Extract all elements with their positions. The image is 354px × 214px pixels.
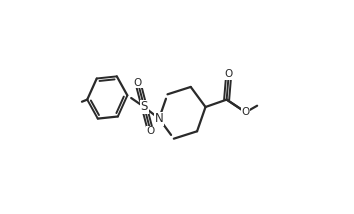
Text: O: O bbox=[134, 78, 142, 88]
Text: N: N bbox=[155, 112, 164, 125]
Text: S: S bbox=[141, 101, 148, 113]
Text: O: O bbox=[225, 69, 233, 79]
Text: O: O bbox=[147, 126, 155, 136]
Text: O: O bbox=[241, 107, 250, 117]
